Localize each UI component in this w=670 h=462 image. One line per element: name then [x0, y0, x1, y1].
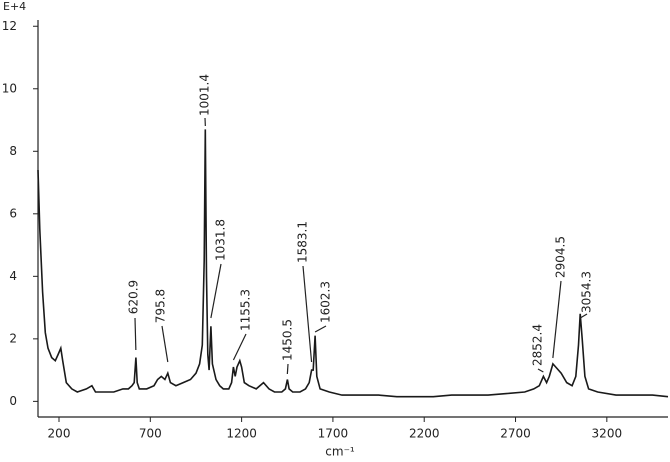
annotation-leader: [161, 325, 169, 363]
x-tick-label: 2700: [500, 427, 531, 441]
annotation-leader: [232, 333, 247, 361]
y-tick-label: 4: [9, 269, 17, 283]
annotation-leader: [552, 280, 562, 359]
x-tick-label: 1700: [318, 427, 349, 441]
peak-label: 2904.5: [554, 236, 568, 278]
peak-label: 1602.3: [319, 281, 333, 323]
annotation-leader: [579, 313, 588, 319]
peak-label: 620.9: [127, 280, 141, 314]
peak-label: 1155.3: [239, 289, 253, 331]
y-tick-label: 2: [9, 331, 17, 345]
y-unit: E+4: [3, 0, 26, 13]
x-tick-label: 2200: [409, 427, 440, 441]
annotation-leader: [537, 368, 544, 373]
y-tick-label: 0: [9, 394, 17, 408]
annotation-leader: [286, 363, 289, 375]
annotation-leader: [210, 263, 222, 319]
annotation-leader: [314, 325, 327, 333]
spectrum-line: [37, 129, 669, 398]
y-tick-label: 8: [9, 144, 17, 158]
annotation-leader: [302, 265, 313, 363]
x-tick-label: 200: [48, 427, 71, 441]
peak-label: 1001.4: [198, 74, 212, 116]
x-tick-label: 3200: [592, 427, 623, 441]
y-tick-label: 12: [2, 19, 17, 33]
peak-label: 1583.1: [296, 221, 310, 263]
y-tick-label: 10: [2, 81, 17, 95]
y-tick-label: 6: [9, 206, 17, 220]
peak-label: 1031.8: [214, 219, 228, 261]
x-axis-label: cm⁻¹: [325, 445, 355, 459]
x-tick-label: 1200: [226, 427, 257, 441]
peak-label: 3054.3: [580, 271, 594, 313]
peak-label: 1450.5: [281, 319, 295, 361]
peak-label: 2852.4: [531, 324, 545, 366]
peak-label: 795.8: [154, 289, 168, 323]
x-tick-label: 700: [139, 427, 162, 441]
annotation-leader: [134, 317, 137, 351]
